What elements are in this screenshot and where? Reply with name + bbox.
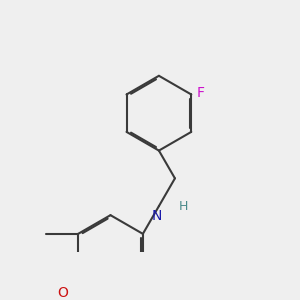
Text: N: N <box>152 209 162 223</box>
Text: O: O <box>57 286 68 300</box>
Text: H: H <box>178 200 188 213</box>
Text: F: F <box>196 86 205 100</box>
